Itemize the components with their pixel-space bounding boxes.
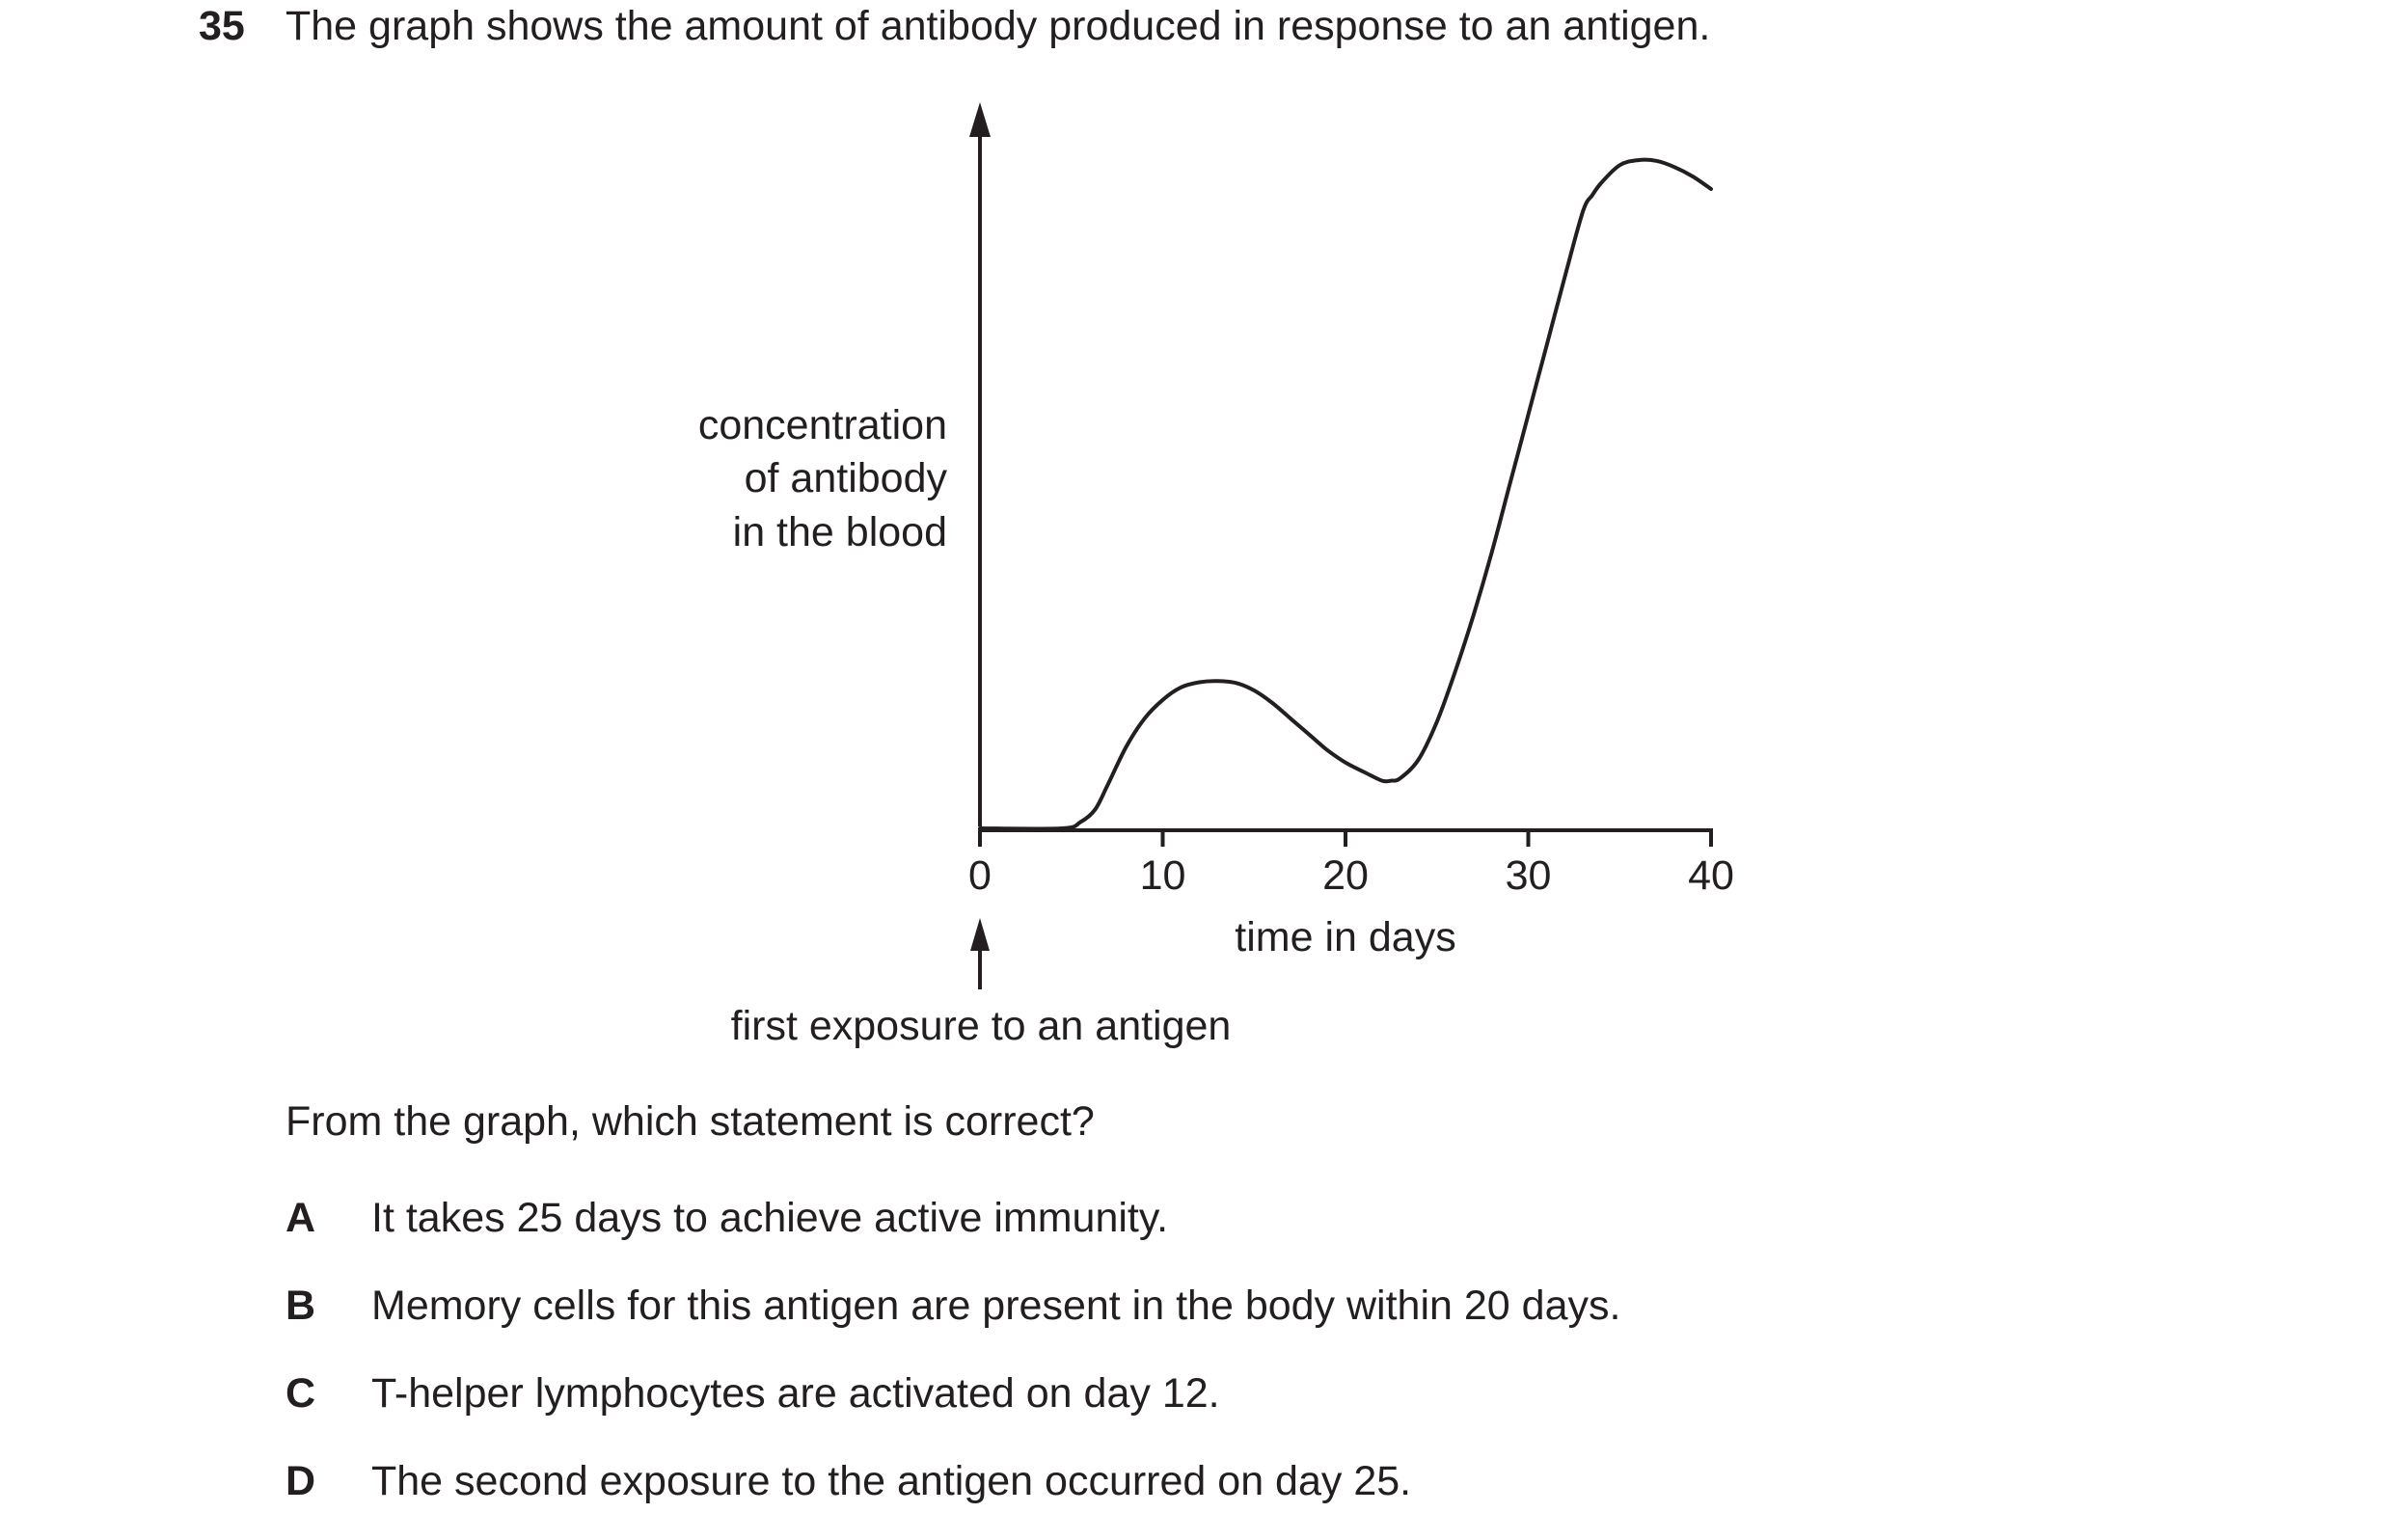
question-prompt: From the graph, which statement is corre… bbox=[285, 1098, 1095, 1145]
option-letter: A bbox=[285, 1195, 316, 1241]
question-number: 35 bbox=[199, 3, 245, 49]
x-tick-label: 30 bbox=[1506, 852, 1552, 899]
question-text: The graph shows the amount of antibody p… bbox=[285, 3, 1711, 49]
option-text: T-helper lymphocytes are activated on da… bbox=[371, 1370, 1220, 1417]
option-text: It takes 25 days to achieve active immun… bbox=[371, 1195, 1169, 1241]
x-axis-ticks: 0 10 20 30 40 bbox=[968, 830, 1734, 899]
y-axis-label: concentration of antibody in the blood bbox=[698, 402, 948, 555]
option-text: The second exposure to the antigen occur… bbox=[371, 1458, 1412, 1504]
first-exposure-arrowhead bbox=[970, 918, 990, 951]
option-letter: D bbox=[285, 1458, 316, 1504]
x-tick-label: 20 bbox=[1322, 852, 1369, 899]
y-axis-arrowhead bbox=[969, 102, 991, 137]
x-tick-label: 0 bbox=[968, 852, 992, 899]
y-axis-label-line-3: in the blood bbox=[733, 509, 947, 555]
x-tick-label: 40 bbox=[1688, 852, 1734, 899]
y-axis-label-line-2: of antibody bbox=[745, 455, 948, 501]
first-exposure-label: first exposure to an antigen bbox=[731, 1003, 1232, 1049]
x-axis-label: time in days bbox=[1235, 914, 1455, 960]
y-axis-label-line-1: concentration bbox=[698, 402, 947, 448]
axes bbox=[969, 102, 1713, 832]
option-text: Memory cells for this antigen are presen… bbox=[371, 1283, 1621, 1329]
series-line bbox=[978, 157, 1713, 831]
first-exposure-annotation: first exposure to an antigen bbox=[731, 918, 1232, 1049]
option-letter: C bbox=[285, 1370, 316, 1417]
option-letter: B bbox=[285, 1283, 316, 1329]
x-tick-label: 10 bbox=[1140, 852, 1186, 899]
